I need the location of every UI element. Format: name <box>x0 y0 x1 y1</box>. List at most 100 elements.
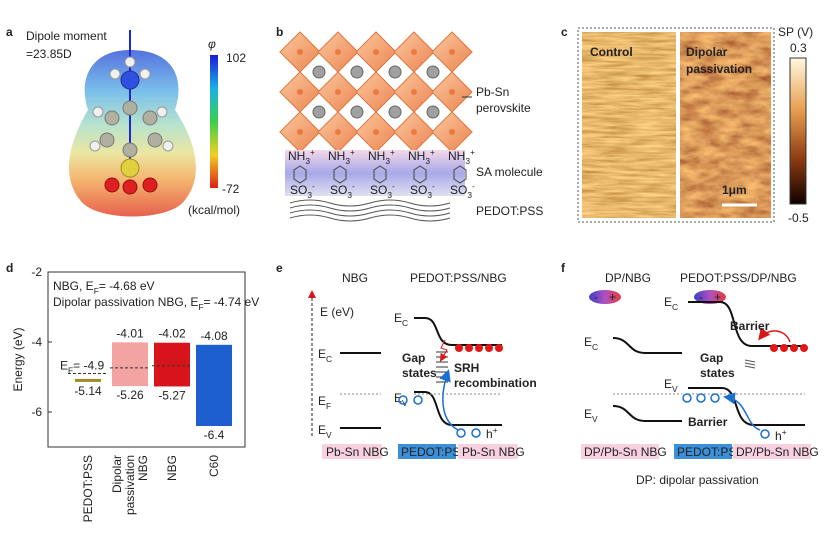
label: SO3- <box>290 181 315 200</box>
label: (kcal/mol) <box>188 203 240 217</box>
polymer-chain <box>289 204 451 212</box>
label: =23.85D <box>26 47 72 61</box>
text-part: 3 <box>385 156 390 166</box>
atom <box>147 132 163 148</box>
atom <box>449 129 455 135</box>
label: Dipolar <box>686 45 728 59</box>
label: NH3+ <box>448 147 475 166</box>
text-part: NH <box>448 149 465 163</box>
label: NBG <box>342 271 368 285</box>
value-label: -5.14 <box>74 384 102 398</box>
hole <box>760 429 770 439</box>
label: Dipole moment <box>26 29 107 43</box>
text-part: 3 <box>427 190 432 200</box>
layer-box <box>458 444 518 459</box>
panel-letter: d <box>6 261 13 275</box>
label: PEDOT:PSS/NBG <box>410 271 507 285</box>
atom <box>99 132 115 148</box>
benzene <box>453 165 467 184</box>
atom <box>335 129 341 135</box>
label: DP/Pb-Sn NBG <box>736 445 819 459</box>
atom <box>109 68 121 80</box>
band-edge <box>414 317 502 346</box>
text-part: SO <box>450 183 467 197</box>
electron <box>455 344 463 352</box>
atom <box>124 56 136 68</box>
bar <box>112 342 148 387</box>
electron <box>485 344 493 352</box>
text-part: SO <box>290 183 307 197</box>
atom <box>373 49 379 55</box>
bar <box>196 344 232 426</box>
annotation: EF= -4.9 <box>60 359 104 376</box>
atom <box>156 106 168 118</box>
y-tick-label: -6 <box>31 405 42 419</box>
benzene <box>373 165 387 184</box>
atom <box>297 89 303 95</box>
atom <box>449 49 455 55</box>
value-label: -5.27 <box>158 388 186 402</box>
label: 0.3 <box>790 41 807 55</box>
text-part: - <box>392 181 395 191</box>
label: Pb-Sn NBG <box>462 445 525 459</box>
text-part: h <box>486 427 493 441</box>
label: - <box>699 290 703 304</box>
text-part: E <box>318 347 326 361</box>
label: NH3+ <box>408 147 435 166</box>
atom <box>142 177 158 193</box>
atom <box>120 158 140 178</box>
label: EV <box>584 407 598 424</box>
atom <box>104 177 120 193</box>
hole <box>398 395 408 405</box>
x-tick-label: C60 <box>207 455 221 477</box>
label: EV <box>394 391 408 408</box>
value-label: -4.02 <box>158 327 186 341</box>
frame <box>577 27 775 223</box>
text-part: E <box>584 407 592 421</box>
label: EV <box>318 423 332 440</box>
label: DP: dipolar passivation <box>636 473 759 487</box>
label: NH3+ <box>368 147 395 166</box>
label: 102 <box>226 51 246 65</box>
text-part: 3 <box>307 190 312 200</box>
label: EC <box>394 311 408 328</box>
colorbar <box>789 57 807 205</box>
label: SO3- <box>370 181 395 200</box>
note: NBG, EF= -4.68 eV <box>53 279 155 296</box>
atom <box>388 105 402 119</box>
label: states <box>402 366 437 380</box>
text-part: F <box>326 401 331 411</box>
note: Dipolar passivation NBG, EF= -4.74 eV <box>53 295 259 312</box>
label: Control <box>590 45 633 59</box>
label: EV <box>664 377 678 394</box>
atom <box>92 106 104 118</box>
label: PEDOT:PSS <box>677 445 744 459</box>
atom <box>388 65 402 79</box>
label: h+ <box>775 427 787 443</box>
text-part: = -4.68 eV <box>99 279 155 293</box>
atom <box>350 65 364 79</box>
hole <box>456 428 466 438</box>
text-part: E <box>584 335 592 349</box>
kpfm-image <box>582 32 676 218</box>
band-edge <box>688 301 805 347</box>
atom <box>162 140 174 152</box>
text-part: 3 <box>305 156 310 166</box>
band-edge <box>612 337 682 354</box>
atom <box>122 179 138 195</box>
polymer-chain <box>289 209 451 217</box>
value-label: -6.4 <box>204 428 225 442</box>
dipole <box>694 290 726 304</box>
atom <box>426 65 440 79</box>
electron <box>465 344 473 352</box>
atom <box>122 100 138 116</box>
text-part: 3 <box>425 156 430 166</box>
atom <box>139 68 151 80</box>
text-part: SO <box>330 183 347 197</box>
atom <box>89 140 101 152</box>
text-part: NH <box>288 149 305 163</box>
text-part: NH <box>408 149 425 163</box>
atom <box>335 89 341 95</box>
atom <box>104 110 120 126</box>
label: PEDOT:PSS/DP/NBG <box>680 271 797 285</box>
